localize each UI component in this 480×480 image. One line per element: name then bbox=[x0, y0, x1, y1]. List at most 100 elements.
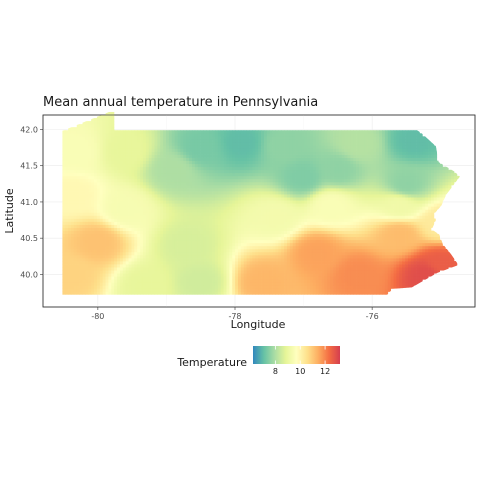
raster-cell bbox=[157, 285, 161, 289]
raster-cell bbox=[284, 261, 288, 265]
raster-cell bbox=[321, 267, 325, 271]
raster-cell bbox=[96, 227, 101, 231]
raster-cell bbox=[85, 273, 89, 277]
raster-cell bbox=[134, 215, 138, 219]
raster-cell bbox=[125, 200, 129, 204]
raster-cell bbox=[186, 236, 190, 241]
raster-cell bbox=[62, 267, 66, 271]
raster-cell bbox=[62, 279, 66, 283]
raster-cell bbox=[177, 261, 181, 265]
raster-cell bbox=[177, 203, 181, 207]
raster-cell bbox=[142, 194, 147, 198]
raster-cell bbox=[111, 258, 115, 262]
raster-cell bbox=[105, 209, 109, 213]
raster-cell bbox=[96, 197, 101, 201]
raster-cell bbox=[266, 178, 271, 183]
raster-cell bbox=[307, 166, 311, 171]
raster-cell bbox=[272, 200, 276, 204]
raster-cell bbox=[62, 151, 66, 155]
raster-cell bbox=[206, 285, 210, 289]
raster-cell bbox=[301, 212, 305, 216]
raster-cell bbox=[174, 276, 178, 280]
raster-cell bbox=[261, 254, 265, 259]
raster-cell bbox=[278, 218, 282, 222]
raster-cell bbox=[183, 218, 187, 222]
raster-cell bbox=[160, 175, 164, 180]
raster-cell bbox=[79, 218, 83, 222]
raster-cell bbox=[96, 169, 101, 174]
raster-cell bbox=[142, 130, 147, 134]
raster-cell bbox=[189, 175, 193, 180]
raster-cell bbox=[160, 276, 164, 280]
raster-cell bbox=[166, 212, 170, 216]
raster-cell bbox=[212, 130, 216, 134]
raster-cell bbox=[269, 264, 273, 268]
raster-cell bbox=[278, 175, 282, 180]
raster-cell bbox=[214, 285, 219, 289]
raster-cell bbox=[177, 197, 181, 201]
raster-cell bbox=[252, 188, 256, 192]
raster-cell bbox=[99, 188, 104, 192]
raster-cell bbox=[114, 285, 118, 289]
raster-cell bbox=[122, 215, 127, 219]
raster-cell bbox=[186, 215, 190, 219]
raster-cell bbox=[209, 282, 213, 286]
raster-cell bbox=[70, 218, 75, 222]
raster-cell bbox=[73, 230, 78, 235]
raster-cell bbox=[160, 279, 164, 283]
raster-cell bbox=[191, 221, 196, 225]
raster-cell bbox=[194, 212, 199, 216]
raster-cell bbox=[240, 172, 245, 177]
raster-cell bbox=[229, 160, 233, 165]
raster-cell bbox=[255, 261, 259, 265]
raster-cell bbox=[232, 267, 236, 271]
raster-cell bbox=[310, 288, 314, 292]
raster-cell bbox=[240, 224, 245, 228]
raster-cell bbox=[255, 221, 259, 225]
raster-cell bbox=[307, 188, 311, 192]
raster-cell bbox=[108, 215, 112, 219]
raster-cell bbox=[266, 142, 271, 146]
raster-cell bbox=[85, 227, 89, 231]
raster-cell bbox=[298, 184, 302, 189]
raster-cell bbox=[229, 154, 233, 158]
raster-cell bbox=[105, 145, 109, 149]
raster-cell bbox=[301, 130, 305, 134]
raster-cell bbox=[151, 276, 155, 280]
raster-cell bbox=[217, 251, 222, 256]
raster-cell bbox=[70, 200, 75, 204]
raster-cell bbox=[269, 273, 273, 277]
raster-cell bbox=[128, 218, 132, 222]
raster-cell bbox=[200, 160, 204, 165]
raster-cell bbox=[96, 270, 101, 274]
raster-cell bbox=[125, 242, 129, 247]
raster-cell bbox=[284, 194, 288, 198]
raster-cell bbox=[180, 181, 184, 186]
raster-cell bbox=[235, 285, 239, 289]
raster-cell bbox=[266, 273, 271, 277]
raster-cell bbox=[220, 282, 224, 286]
raster-cell bbox=[105, 227, 109, 231]
raster-cell bbox=[252, 276, 256, 280]
raster-cell bbox=[318, 239, 322, 244]
raster-cell bbox=[108, 139, 112, 143]
raster-cell bbox=[255, 282, 259, 286]
raster-cell bbox=[206, 130, 210, 134]
raster-cell bbox=[125, 136, 129, 140]
raster-cell bbox=[88, 121, 92, 125]
raster-cell bbox=[272, 288, 276, 292]
raster-cell bbox=[261, 136, 265, 140]
raster-cell bbox=[148, 236, 152, 241]
raster-cell bbox=[272, 145, 276, 149]
raster-cell bbox=[145, 227, 150, 231]
raster-cell bbox=[304, 157, 308, 161]
raster-cell bbox=[318, 148, 322, 152]
raster-cell bbox=[281, 248, 285, 253]
raster-cell bbox=[252, 145, 256, 149]
raster-cell bbox=[261, 279, 265, 283]
raster-cell bbox=[163, 194, 167, 198]
raster-cell bbox=[298, 273, 302, 277]
raster-cell bbox=[142, 242, 147, 247]
raster-cell bbox=[128, 169, 132, 174]
raster-cell bbox=[88, 282, 92, 286]
